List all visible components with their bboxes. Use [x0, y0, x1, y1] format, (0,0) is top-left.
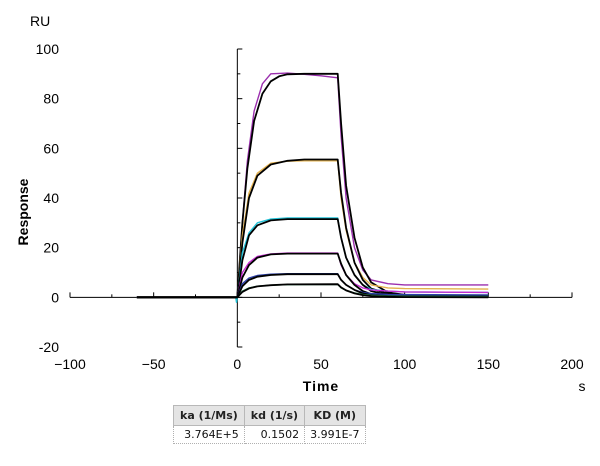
header-kd: kd (1/s)	[243, 405, 306, 426]
x-tick-label: 200	[560, 356, 584, 372]
fit-curve-1	[136, 72, 489, 299]
x-tick-label: 50	[313, 356, 329, 372]
series-group	[136, 72, 489, 303]
x-tick-label: −50	[142, 356, 166, 372]
fit-curve-11	[136, 283, 489, 299]
header-ka: ka (1/Ms)	[173, 405, 245, 426]
cell-kd: 0.1502	[243, 425, 306, 444]
fit-curve-7	[136, 252, 489, 299]
y-tick-label: 80	[43, 91, 59, 107]
table-header-row: ka (1/Ms) kd (1/s) KD (M)	[173, 405, 366, 426]
y-unit-label: RU	[30, 13, 50, 29]
y-tick-label: 60	[43, 140, 59, 156]
cell-KD: 3.991E-7	[304, 425, 366, 444]
x-tick-label: 100	[393, 356, 417, 372]
y-tick-label: 100	[36, 41, 60, 57]
y-tick-label: 0	[51, 289, 59, 305]
fit-curve-9	[136, 273, 489, 299]
x-unit-label: s	[579, 378, 586, 394]
sensorgram-curve-4	[136, 217, 489, 303]
ticks: -20 0 20 40 60 80 100 −100 −50 0 50 100 150 200	[36, 41, 584, 372]
sensorgram-chart: RU -20 0 20 40 60 80 100 −100 −50 0 50 100 150 200 Re…	[15, 13, 586, 394]
cell-ka: 3.764E+5	[173, 425, 245, 444]
fit-curve-5	[136, 218, 489, 299]
sensorgram-curve-0	[136, 72, 489, 298]
axes	[70, 49, 572, 347]
sensorgram-curve-2	[136, 160, 489, 298]
x-tick-label: 0	[233, 356, 241, 372]
table-row: 3.764E+5 0.1502 3.991E-7	[173, 425, 366, 444]
x-tick-label: 150	[477, 356, 501, 372]
x-tick-label: −100	[54, 356, 86, 372]
y-tick-label: 40	[43, 190, 59, 206]
y-axis-title: Response	[15, 178, 31, 245]
fit-curve-3	[136, 158, 489, 299]
sensorgram-curve-6	[136, 252, 489, 298]
x-axis-title: Time	[303, 378, 339, 394]
kinetics-table: ka (1/Ms) kd (1/s) KD (M) 3.764E+5 0.150…	[173, 405, 366, 444]
y-tick-label: -20	[39, 339, 59, 355]
header-KD: KD (M)	[304, 405, 366, 426]
y-tick-label: 20	[43, 240, 59, 256]
